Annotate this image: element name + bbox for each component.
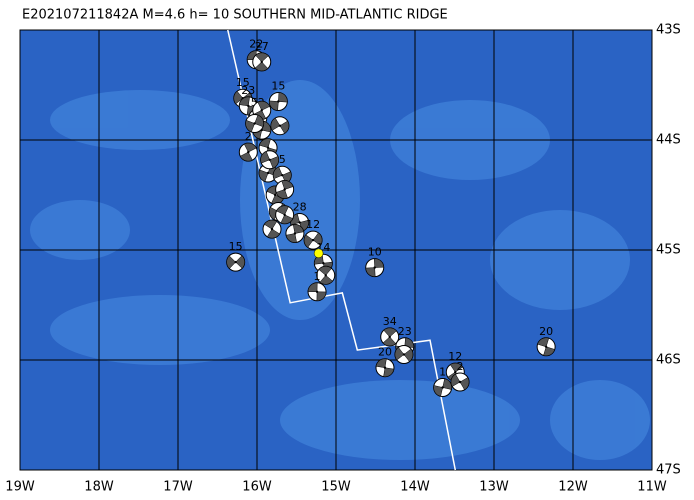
lon-label: 17W xyxy=(163,480,193,495)
beach-ball xyxy=(380,327,400,347)
ball-center xyxy=(311,238,315,242)
ball-center xyxy=(454,370,457,374)
ball-center xyxy=(247,104,250,108)
ball-center xyxy=(266,171,270,175)
beach-ball xyxy=(268,92,288,111)
ball-center xyxy=(260,109,263,112)
lon-label: 12W xyxy=(558,480,588,495)
beach-ball xyxy=(275,205,295,225)
depth-label: 15 xyxy=(271,80,285,93)
beach-ball xyxy=(238,142,258,162)
beach-ball xyxy=(275,180,295,199)
lon-label: 18W xyxy=(84,480,114,495)
ball-center xyxy=(247,150,250,154)
beach-ball xyxy=(316,265,336,285)
ball-center xyxy=(273,193,277,197)
beach-ball xyxy=(365,258,385,278)
beach-ball xyxy=(262,219,282,239)
ball-center xyxy=(283,213,286,216)
depth-label: 23 xyxy=(241,84,255,97)
beach-ball xyxy=(245,114,265,133)
depth-label: 20 xyxy=(378,346,392,359)
ball-center xyxy=(458,380,462,384)
lat-label: 46S xyxy=(656,353,681,368)
beach-ball xyxy=(270,116,290,136)
lon-label: 13W xyxy=(479,480,509,495)
lat-label: 43S xyxy=(656,23,681,38)
ball-center xyxy=(441,386,444,389)
depth-label: 23 xyxy=(398,325,412,338)
ball-center xyxy=(234,260,237,264)
beach-ball xyxy=(260,150,280,170)
depth-label: 5 xyxy=(279,153,286,166)
lat-label: 45S xyxy=(656,243,681,258)
lon-label: 19W xyxy=(5,480,35,495)
depth-label: 34 xyxy=(383,315,397,328)
depth-label: 27 xyxy=(255,40,269,53)
lat-label: 47S xyxy=(656,463,681,478)
ball-center xyxy=(266,146,270,149)
ball-center xyxy=(298,221,301,224)
ridge xyxy=(227,29,457,471)
depth-label: 2 xyxy=(245,130,252,143)
depth-label: 10 xyxy=(368,246,382,259)
compression-quadrant xyxy=(275,180,294,199)
depth-label: 28 xyxy=(293,201,307,214)
ball-center xyxy=(277,100,280,103)
ball-center xyxy=(293,232,297,235)
beach-ball xyxy=(226,252,246,272)
lon-label: 15W xyxy=(321,480,351,495)
ball-center xyxy=(388,335,391,339)
ball-center xyxy=(278,124,282,127)
ball-center xyxy=(283,188,286,191)
beach-ball xyxy=(450,372,470,392)
beach-ball xyxy=(394,345,414,364)
ball-center xyxy=(260,60,263,64)
lon-label: 14W xyxy=(400,480,430,495)
compression-quadrant xyxy=(365,258,384,277)
depth-label: 1 xyxy=(439,366,446,379)
depth-label: 2 xyxy=(457,360,464,373)
ball-center xyxy=(270,227,274,231)
beach-ball xyxy=(272,165,292,185)
beach-ball xyxy=(285,224,305,243)
depth-label: 20 xyxy=(539,325,553,338)
depth-label: 12 xyxy=(448,350,462,363)
depth-label: 22 xyxy=(249,38,263,51)
ball-center xyxy=(322,262,325,265)
ball-center xyxy=(315,290,319,293)
lon-label: 11W xyxy=(637,480,667,495)
map-title: E202107211842A M=4.6 h= 10 SOUTHERN MID-… xyxy=(22,8,448,23)
ball-center xyxy=(373,266,376,269)
beach-ball xyxy=(375,358,395,378)
ball-center xyxy=(383,366,387,369)
compression-quadrant xyxy=(239,142,257,162)
depth-label: 15 xyxy=(229,240,243,253)
epicenter xyxy=(313,248,324,259)
ball-center xyxy=(324,274,327,277)
beach-ball xyxy=(252,52,272,72)
beach-ball xyxy=(307,282,327,302)
lat-label: 44S xyxy=(656,133,681,148)
compression-quadrant xyxy=(375,358,395,377)
lon-label: 16W xyxy=(242,480,272,495)
beach-ball xyxy=(433,378,453,397)
compression-quadrant xyxy=(285,224,305,243)
ball-center xyxy=(253,122,256,125)
ball-center xyxy=(268,158,271,161)
ball-center xyxy=(544,345,548,348)
depth-label: 12 xyxy=(306,218,320,231)
ball-center xyxy=(281,174,284,177)
ball-center xyxy=(402,353,406,356)
beach-ball xyxy=(303,230,323,250)
compression-quadrant xyxy=(254,52,269,72)
depth-label: 15 xyxy=(236,76,250,89)
beach-ball xyxy=(536,337,556,357)
compression-quadrant xyxy=(382,327,397,347)
depth-label: 1 xyxy=(314,270,321,283)
